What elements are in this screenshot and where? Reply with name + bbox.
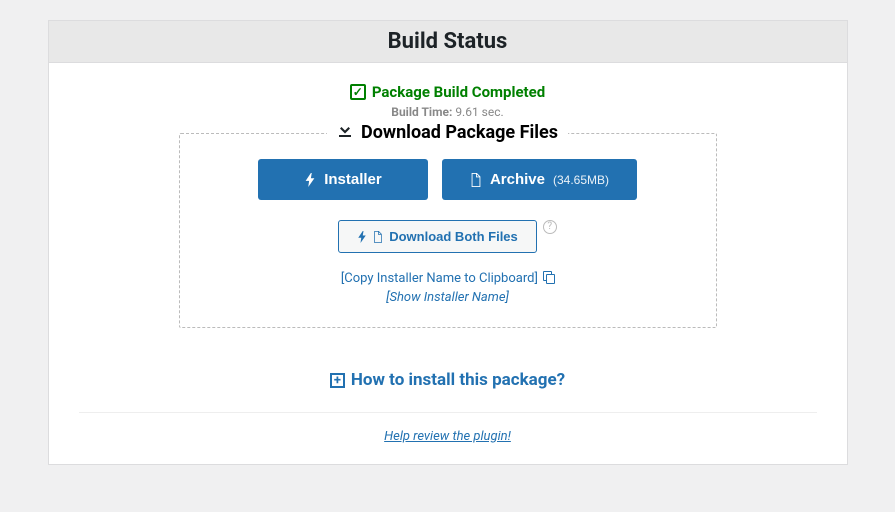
download-section-title-text: Download Package Files xyxy=(361,122,558,143)
show-installer-name-link[interactable]: [Show Installer Name] xyxy=(200,290,696,305)
archive-size: (34.65MB) xyxy=(553,173,609,187)
separator xyxy=(79,412,817,413)
how-to-install-label: How to install this package? xyxy=(351,370,565,390)
download-section-title: Download Package Files xyxy=(327,122,568,143)
build-time-label: Build Time: xyxy=(391,105,452,119)
download-both-label: Download Both Files xyxy=(389,229,518,244)
build-time-value: 9.61 sec. xyxy=(455,105,503,119)
bolt-icon xyxy=(357,231,367,243)
download-icon xyxy=(337,122,353,143)
download-section: Download Package Files Installer Archive… xyxy=(179,133,717,328)
clipboard-icon xyxy=(543,271,554,282)
build-status-line: ✓ Package Build Completed xyxy=(350,83,545,101)
archive-button-label: Archive xyxy=(490,171,545,188)
bolt-icon xyxy=(304,173,316,187)
help-icon[interactable]: ? xyxy=(543,220,557,234)
file-icon xyxy=(470,173,482,187)
build-time: Build Time: 9.61 sec. xyxy=(79,105,817,119)
panel-title: Build Status xyxy=(49,29,847,54)
copy-installer-name-link[interactable]: [Copy Installer Name to Clipboard] xyxy=(341,271,554,286)
check-icon: ✓ xyxy=(350,84,366,100)
panel-header: Build Status xyxy=(49,21,847,63)
download-both-button[interactable]: Download Both Files xyxy=(338,220,537,253)
installer-button[interactable]: Installer xyxy=(258,159,428,200)
file-icon xyxy=(373,231,383,243)
installer-links: [Copy Installer Name to Clipboard] [Show… xyxy=(200,271,696,305)
download-both-row: Download Both Files ? xyxy=(200,220,696,253)
review-plugin-link[interactable]: Help review the plugin! xyxy=(384,429,511,444)
panel-body: ✓ Package Build Completed Build Time: 9.… xyxy=(49,63,847,464)
build-status-panel: Build Status ✓ Package Build Completed B… xyxy=(48,20,848,465)
build-status-text: Package Build Completed xyxy=(372,83,545,101)
copy-link-text: [Copy Installer Name to Clipboard] xyxy=(341,271,538,286)
archive-button[interactable]: Archive (34.65MB) xyxy=(442,159,637,200)
installer-button-label: Installer xyxy=(324,171,382,188)
how-to-install-toggle[interactable]: + How to install this package? xyxy=(330,370,565,390)
plus-icon: + xyxy=(330,373,345,388)
download-buttons-row: Installer Archive (34.65MB) xyxy=(200,159,696,200)
